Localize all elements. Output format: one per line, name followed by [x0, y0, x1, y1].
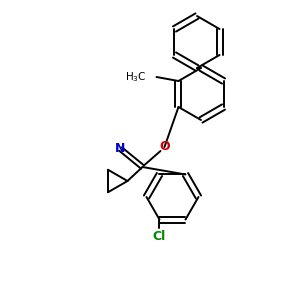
Text: N: N [115, 142, 126, 155]
Text: $\mathregular{H_3C}$: $\mathregular{H_3C}$ [125, 70, 146, 84]
Text: Cl: Cl [153, 230, 166, 242]
Text: O: O [159, 140, 170, 154]
